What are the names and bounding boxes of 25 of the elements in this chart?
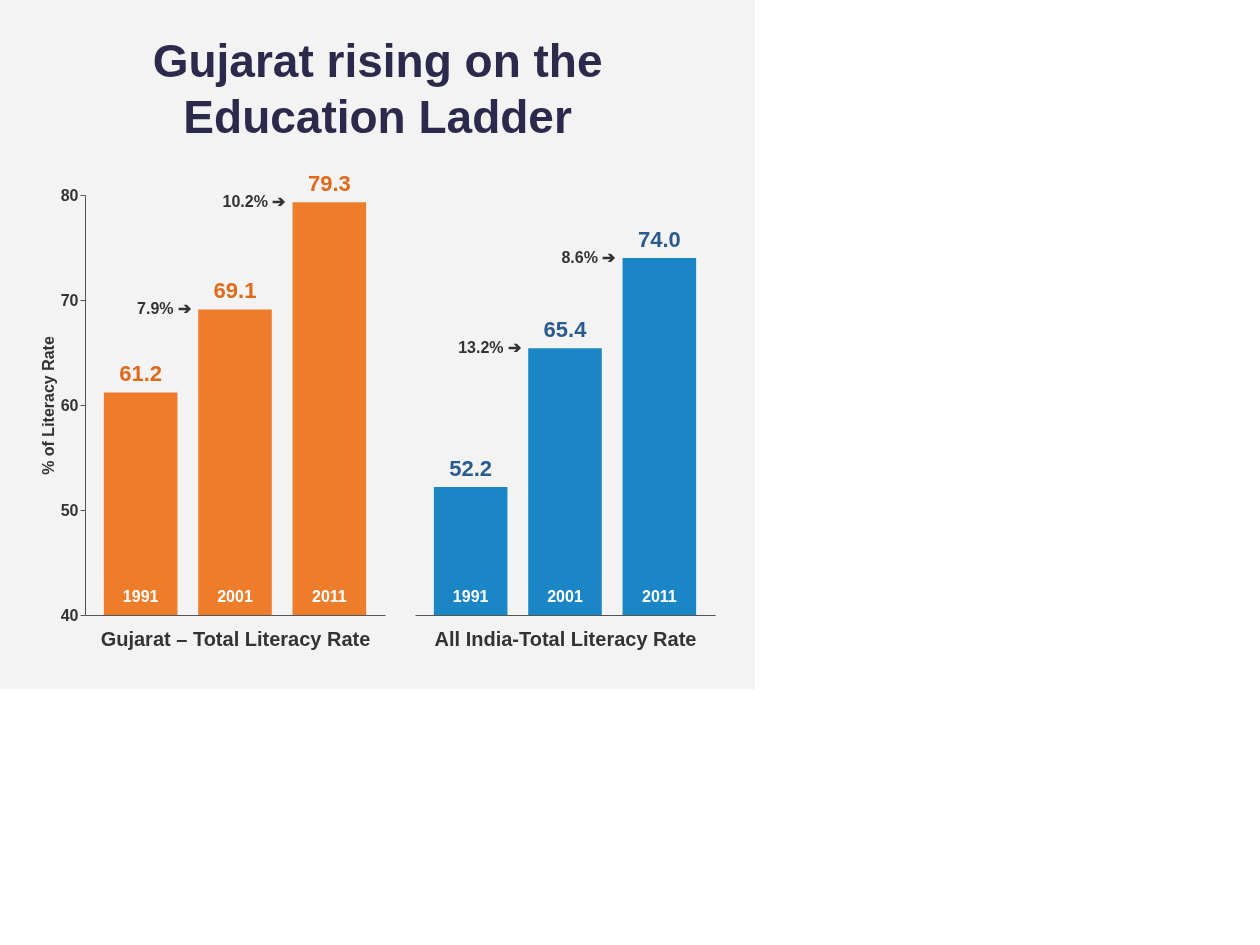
x-tick-label: 1991 xyxy=(122,588,159,605)
annotation: 8.6% ➔ xyxy=(561,249,617,266)
data-label: 79.3 xyxy=(307,171,351,197)
data-label: 61.2 xyxy=(119,361,163,387)
data-label: 52.2 xyxy=(449,455,493,481)
data-label: 65.4 xyxy=(543,317,588,343)
y-tick-label: 40 xyxy=(60,606,79,624)
x-tick-label: 1991 xyxy=(452,588,489,605)
x-tick-label: 2011 xyxy=(641,588,677,605)
data-label: 74.0 xyxy=(637,227,681,252)
chart-title: Gujarat rising on the Education Ladder xyxy=(152,35,603,144)
y-tick-label: 50 xyxy=(60,501,79,519)
y-tick-label: 70 xyxy=(60,291,79,309)
x-axis-title: Gujarat – Total Literacy Rate xyxy=(100,627,371,650)
annotation: 13.2% ➔ xyxy=(458,339,522,357)
x-tick-label: 2011 xyxy=(311,588,347,605)
y-tick-label: 80 xyxy=(60,186,79,204)
x-tick-label: 2001 xyxy=(547,588,583,605)
y-tick-label: 60 xyxy=(60,396,79,414)
x-tick-label: 2001 xyxy=(217,588,253,605)
data-label: 69.1 xyxy=(213,278,257,304)
x-axis-title: All India-Total Literacy Rate xyxy=(434,627,697,650)
y-axis-title: % of Literacy Rate xyxy=(39,336,57,475)
annotation: 7.9% ➔ xyxy=(137,300,192,318)
annotation: 10.2% ➔ xyxy=(222,193,287,211)
